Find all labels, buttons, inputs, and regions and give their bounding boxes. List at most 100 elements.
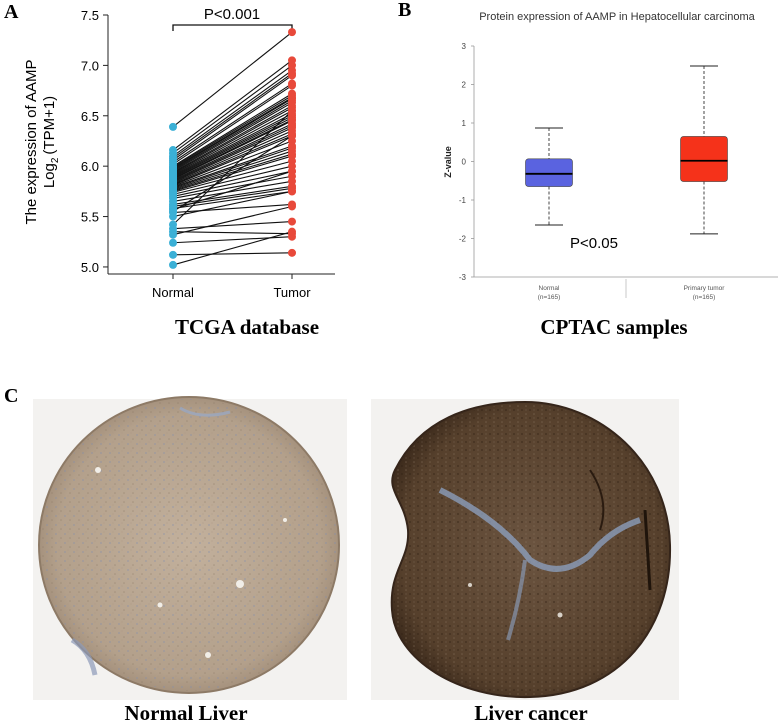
normal-point <box>169 212 177 221</box>
pair-line <box>172 117 293 178</box>
tumor-point <box>288 28 296 37</box>
pair-line <box>172 123 293 181</box>
panel-b-ylabel: Z-value <box>443 146 453 178</box>
pair-line <box>172 100 293 171</box>
panel-b-yaxis: 3 2 1 0 -1 -2 -3 <box>459 42 475 282</box>
pair-line <box>172 120 293 180</box>
pair-line <box>172 236 293 244</box>
pair-line <box>172 93 293 167</box>
tumor-point <box>288 217 296 226</box>
pair-line <box>172 107 293 174</box>
pair-line <box>172 64 293 154</box>
panel-b-ytick-label: 0 <box>462 158 467 167</box>
pair-line <box>172 160 293 193</box>
panel-b-pvalue: P<0.05 <box>570 235 618 252</box>
panel-b: B Protein expression of AAMP in Hepatoce… <box>398 0 778 339</box>
panel-b-ytick-label: 1 <box>462 119 467 128</box>
panel-b-ytick-label: -3 <box>459 273 467 282</box>
panel-a-ytick-label: 6.5 <box>81 109 99 124</box>
pair-line <box>172 110 293 226</box>
pair-line <box>172 150 293 190</box>
tumor-point <box>288 106 296 115</box>
panel-a-caption: TCGA database <box>175 315 319 339</box>
pair-line <box>172 190 293 218</box>
pair-line <box>172 133 293 185</box>
pair-line <box>172 97 293 169</box>
pair-line <box>172 115 293 177</box>
pair-line <box>172 231 293 266</box>
panel-a-ytick-label: 6.0 <box>81 159 99 174</box>
pair-line <box>172 135 293 186</box>
panel-a-xtick-label: Tumor <box>273 285 311 300</box>
pair-line <box>172 83 293 163</box>
tumor-point <box>288 71 296 80</box>
normal-liver-caption: Normal Liver <box>124 701 247 723</box>
pair-line <box>172 221 293 230</box>
panel-a-letter: A <box>4 1 19 23</box>
panel-a: A The expression of AAMP Log2(TPM+1) 5.0… <box>4 1 335 339</box>
panel-b-ytick-label: -1 <box>459 196 467 205</box>
panel-a-xtick-label: Normal <box>152 285 194 300</box>
pair-line <box>172 135 293 212</box>
panel-b-xtick-label: Primary tumor <box>684 285 726 292</box>
panel-a-yaxis: 5.0 5.5 6.0 6.5 7.0 7.5 <box>81 8 109 275</box>
pair-line <box>172 102 293 172</box>
liver-cancer-caption: Liver cancer <box>474 701 587 723</box>
pair-line <box>172 252 293 256</box>
panel-b-letter: B <box>398 0 411 21</box>
panel-c: C <box>4 385 679 723</box>
pair-line <box>172 170 293 211</box>
pair-line <box>172 153 293 191</box>
panel-a-points <box>169 28 296 269</box>
pair-line <box>172 127 293 183</box>
normal-liver-tissue-image <box>33 396 347 700</box>
panel-a-ytick-label: 5.0 <box>81 260 99 275</box>
panel-b-ytick-label: -2 <box>459 235 467 244</box>
panel-a-ytick-label: 5.5 <box>81 210 99 225</box>
tumor-point <box>288 81 296 90</box>
panel-a-pvalue: P<0.001 <box>204 6 260 23</box>
panel-b-boxes <box>525 65 728 235</box>
panel-b-xtick-label: Normal <box>539 285 561 292</box>
panel-a-ylabel-line1: The expression of AAMP <box>23 59 40 224</box>
pair-line <box>172 85 293 165</box>
normal-point <box>169 238 177 247</box>
tumor-point <box>288 202 296 211</box>
panel-c-letter: C <box>4 385 18 407</box>
pair-line <box>172 180 293 202</box>
panel-b-ytick-label: 2 <box>462 81 467 90</box>
pair-line <box>172 95 293 168</box>
pair-line <box>172 75 293 161</box>
pair-line <box>172 110 293 175</box>
tumor-point <box>288 131 296 140</box>
normal-point <box>169 250 177 259</box>
normal-point <box>169 230 177 239</box>
panel-b-ytick-label: 3 <box>462 42 467 51</box>
pair-line <box>172 231 293 235</box>
pair-line <box>172 203 293 214</box>
tumor-point <box>288 227 296 236</box>
panel-b-n-label: (n=165) <box>538 294 561 301</box>
pair-line <box>172 170 293 197</box>
pair-line <box>172 69 293 157</box>
panel-a-ytick-label: 7.5 <box>81 8 99 23</box>
liver-cancer-tissue-image <box>371 399 679 700</box>
box-iqr <box>680 136 728 182</box>
pair-line <box>172 113 293 176</box>
pair-line <box>172 205 293 236</box>
pair-line <box>172 175 293 199</box>
pair-line <box>172 145 293 188</box>
panel-a-bracket: P<0.001 <box>172 6 293 31</box>
pair-line <box>172 130 293 184</box>
box-iqr <box>525 158 573 187</box>
pair-line <box>172 185 293 206</box>
panel-b-caption: CPTAC samples <box>540 315 687 339</box>
pair-line <box>172 105 293 173</box>
panel-b-xlabels: Normal (n=165) Primary tumor (n=165) <box>538 285 726 301</box>
panel-a-ytick-label: 7.0 <box>81 58 99 73</box>
pair-line <box>172 98 293 170</box>
pair-line <box>172 73 293 159</box>
tumor-point <box>288 187 296 196</box>
panel-a-pair-lines <box>172 31 293 266</box>
